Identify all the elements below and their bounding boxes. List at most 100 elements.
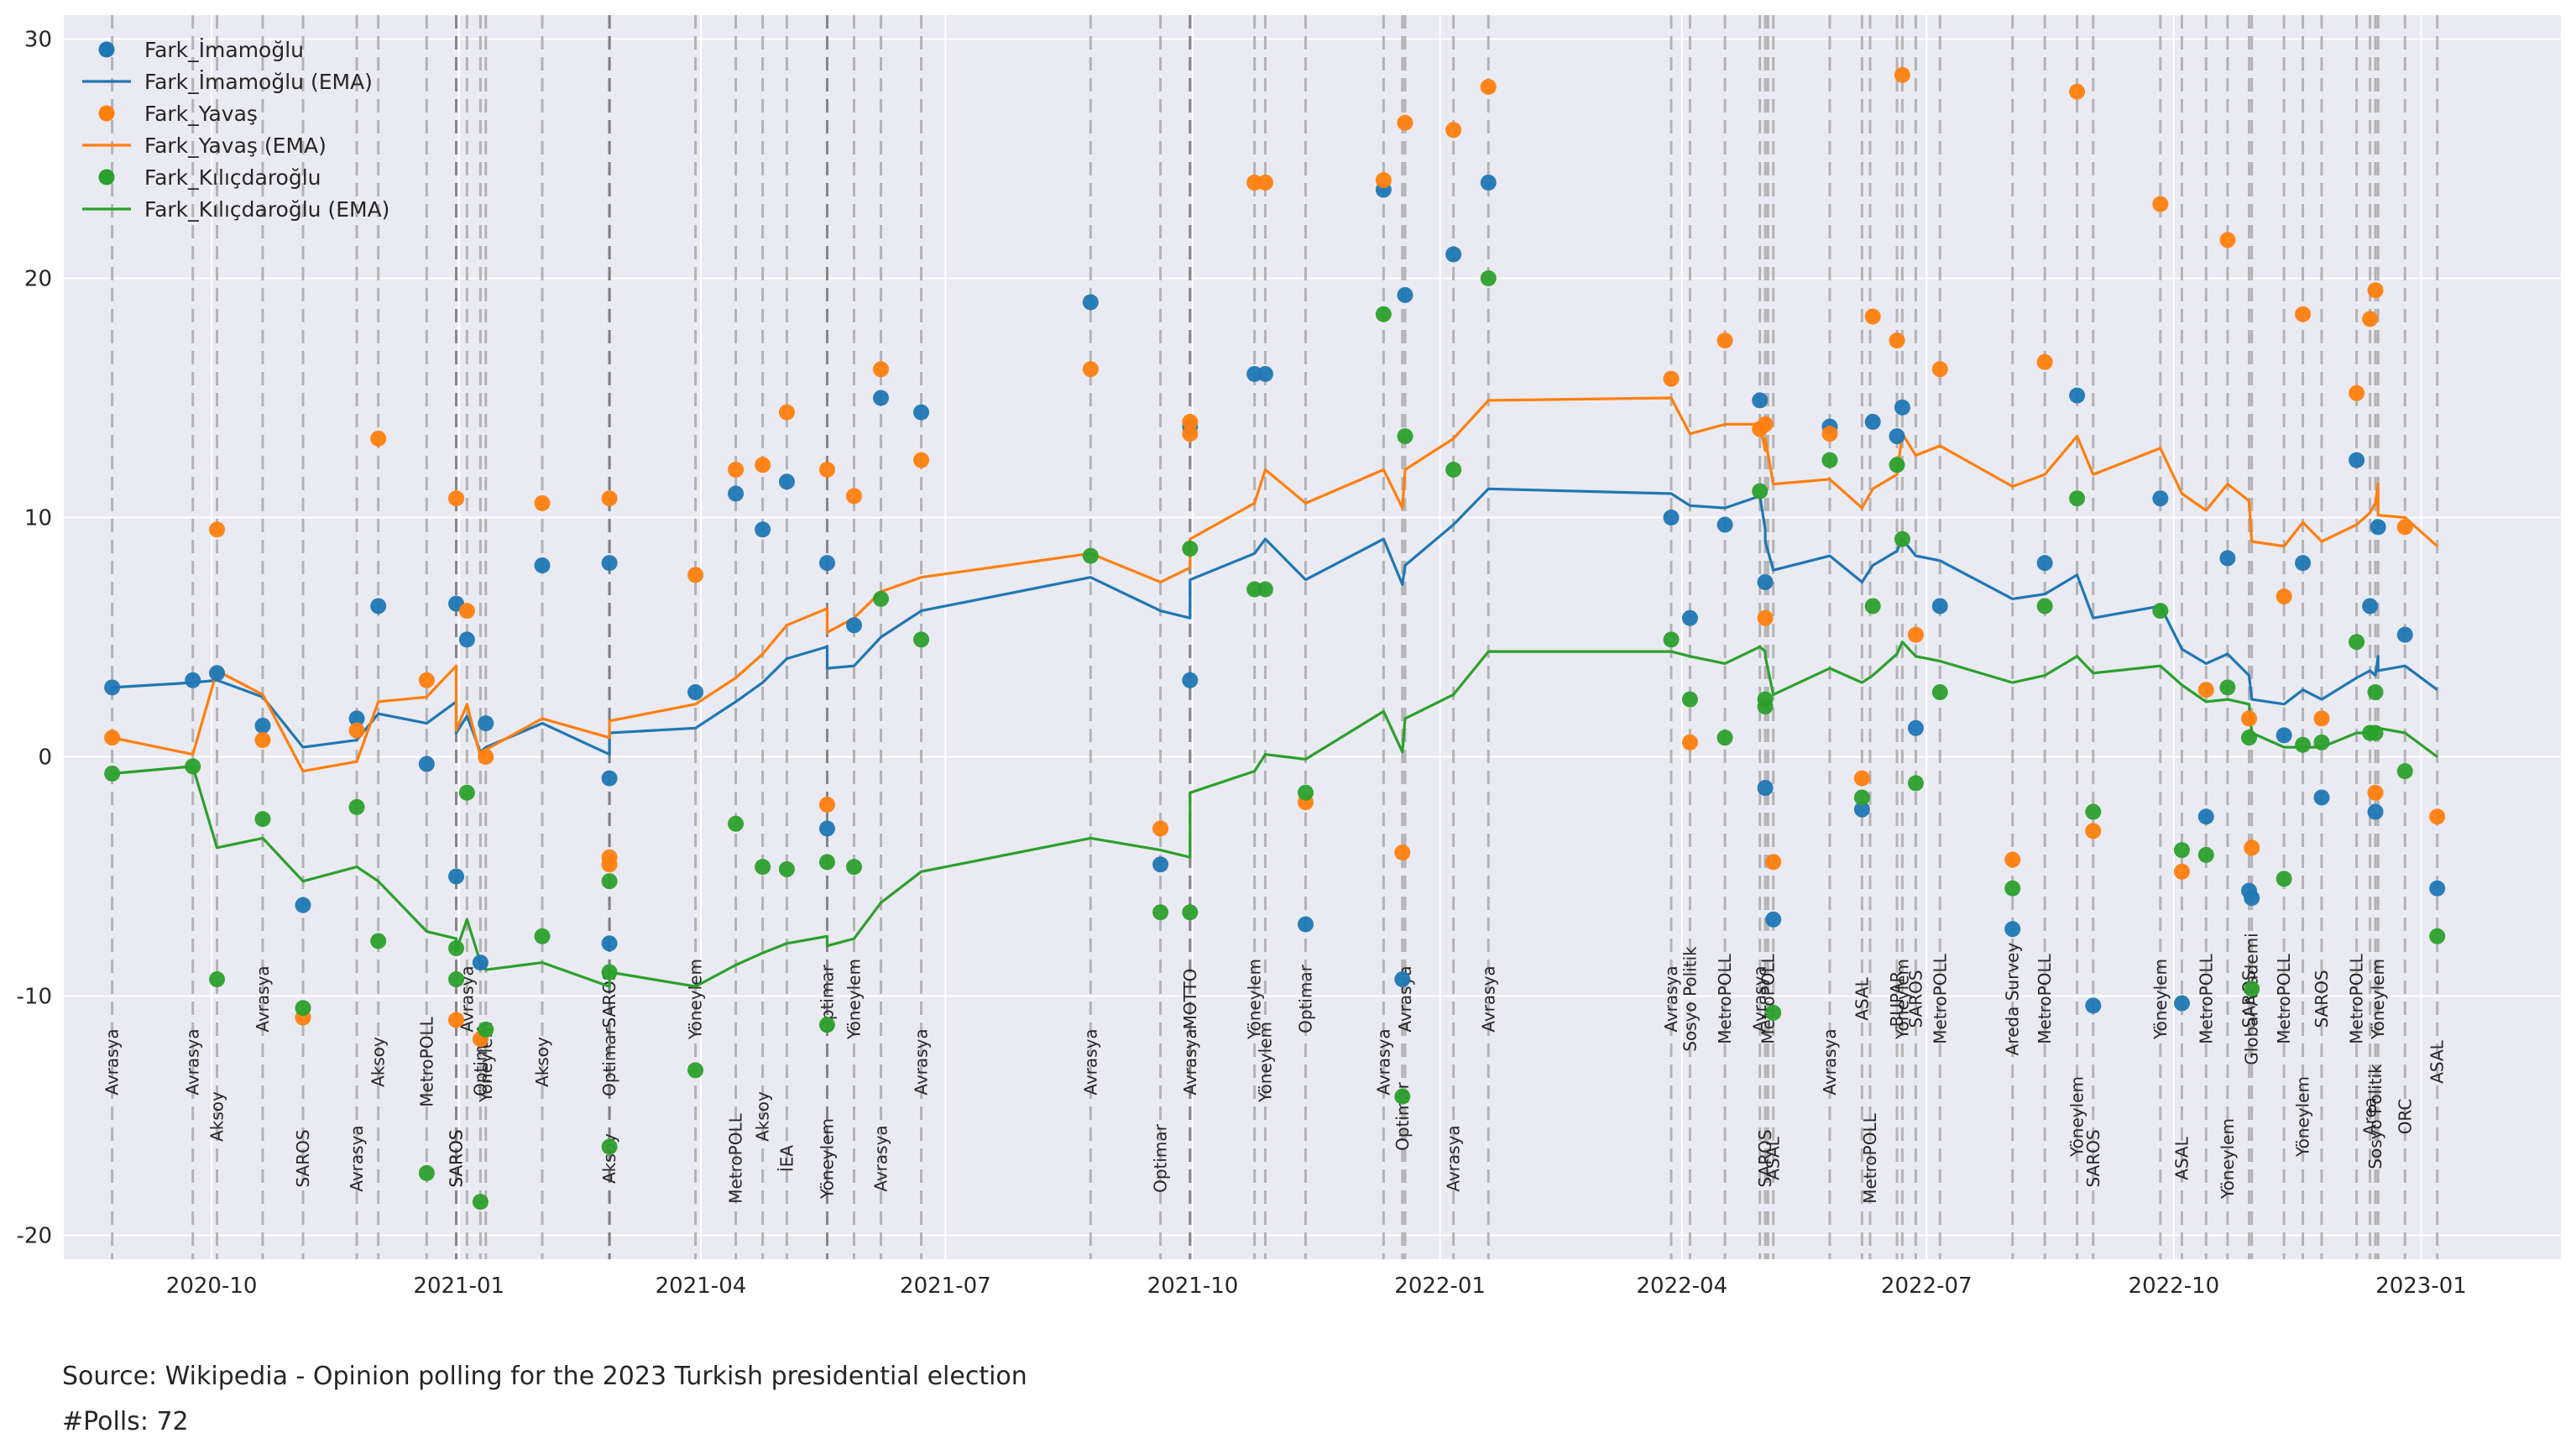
poll-point (2219, 679, 2236, 696)
poll-marker-label: Optimar (1151, 1123, 1171, 1193)
poll-marker-label: Yöneylem (1245, 959, 1265, 1040)
poll-point (1480, 175, 1497, 191)
poll-point (601, 1138, 618, 1155)
poll-point (2244, 981, 2260, 997)
poll-point (728, 485, 745, 502)
poll-point (348, 710, 365, 727)
poll-point (534, 494, 551, 511)
poll-point (2173, 995, 2190, 1012)
poll-marker-label: Yöneylem (1255, 1022, 1275, 1103)
poll-point (1152, 904, 1169, 921)
poll-marker-label: Yöneylem (844, 959, 864, 1040)
poll-point (1663, 370, 1680, 387)
poll-count: #Polls: 72 (62, 1407, 189, 1436)
poll-point (370, 598, 387, 615)
poll-point (2004, 921, 2021, 938)
poll-point (2295, 736, 2312, 753)
poll-marker-label: Avrasya (1080, 1028, 1100, 1095)
poll-point (1765, 854, 1782, 871)
poll-point (601, 770, 618, 787)
poll-point (1765, 911, 1782, 928)
poll-marker-label: MetroPOLL (2196, 953, 2216, 1043)
poll-marker-lines (111, 15, 2439, 1259)
x-tick-label: 2022-04 (1637, 1274, 1728, 1299)
poll-point (1182, 414, 1199, 430)
poll-marker-label: SAROS (1755, 1129, 1775, 1187)
poll-marker-label: Yöneylem (2218, 1118, 2238, 1200)
poll-marker-label: Aksoy (368, 1037, 389, 1087)
poll-point (2276, 727, 2292, 744)
poll-point (1853, 801, 1870, 818)
poll-point (104, 765, 121, 782)
poll-point (348, 722, 365, 739)
poll-point (1907, 775, 1924, 792)
poll-point (728, 462, 745, 478)
poll-point (687, 567, 704, 583)
legend-marker (98, 169, 115, 186)
poll-point (1681, 734, 1698, 751)
poll-point (1757, 573, 1774, 590)
poll-point (2396, 763, 2413, 780)
poll-point (448, 490, 465, 507)
poll-point (534, 557, 551, 573)
poll-point (2349, 452, 2365, 468)
poll-point (1182, 904, 1199, 921)
poll-point (1864, 308, 1881, 325)
poll-point (418, 756, 435, 772)
legend-label: Fark_İmamoğlu (EMA) (144, 70, 373, 94)
poll-marker-label: MetroPOLL (2035, 953, 2055, 1043)
poll-point (1297, 916, 1314, 933)
poll-point (370, 933, 387, 949)
poll-marker-label: MetroPOLL (2274, 953, 2294, 1043)
legend-marker (98, 105, 115, 122)
poll-point (185, 672, 201, 688)
poll-point (873, 390, 890, 406)
poll-point (2004, 880, 2021, 897)
poll-point (458, 784, 475, 801)
poll-marker-label: Avrasya (871, 1125, 891, 1191)
poll-marker-label: ASAL (1763, 1136, 1784, 1179)
poll-point (1889, 457, 1905, 473)
poll-marker-label: ASAL (2427, 1039, 2448, 1083)
legend-marker (98, 41, 115, 58)
poll-marker-label: SAROS (293, 1129, 313, 1187)
poll-marker-label: ASAL (1852, 976, 1872, 1020)
poll-marker-labels: Avrasya Avrasya Aksoy Avrasya SAROS Avrasya Ak… (102, 933, 2448, 1203)
poll-point (687, 1062, 704, 1079)
poll-point (418, 672, 435, 688)
poll-point (2370, 519, 2386, 536)
poll-point (2219, 550, 2236, 567)
poll-point (778, 473, 795, 490)
poll-point (2197, 846, 2214, 863)
poll-marker-label: Avrasya (1661, 965, 1681, 1032)
poll-point (448, 971, 465, 988)
poll-point (1752, 483, 1769, 499)
poll-point (1297, 784, 1314, 801)
poll-point (2313, 734, 2330, 751)
poll-marker-label: SAROS (1905, 970, 1925, 1028)
poll-point (448, 1012, 465, 1028)
poll-point (1907, 719, 1924, 736)
x-tick-label: 2022-01 (1394, 1274, 1486, 1299)
poll-marker-label: SAROS (2312, 970, 2332, 1028)
poll-point (1394, 845, 1411, 860)
poll-marker-label: SAROS (447, 1129, 467, 1187)
poll-point (1821, 452, 1838, 468)
poll-point (1716, 332, 1733, 349)
poll-point (818, 462, 835, 478)
poll-point (687, 684, 704, 701)
poll-point (2362, 311, 2379, 327)
poll-point (478, 715, 494, 732)
poll-point (254, 732, 271, 749)
poll-marker-label: Areda Survey (2003, 943, 2023, 1056)
poll-point (2069, 490, 2086, 507)
poll-marker-label: Area (2360, 1097, 2380, 1136)
plot-background (64, 15, 2561, 1259)
poll-marker-label: Avrasya (102, 1028, 123, 1095)
poll-point (2173, 863, 2190, 880)
poll-marker-label: Aksoy (532, 1037, 552, 1087)
poll-marker-label: Yöneylem (1892, 959, 1912, 1040)
poll-marker-label: Yöneylem (817, 1118, 837, 1200)
poll-marker-label: Avrasya (1820, 1028, 1840, 1095)
poll-point (818, 854, 835, 871)
